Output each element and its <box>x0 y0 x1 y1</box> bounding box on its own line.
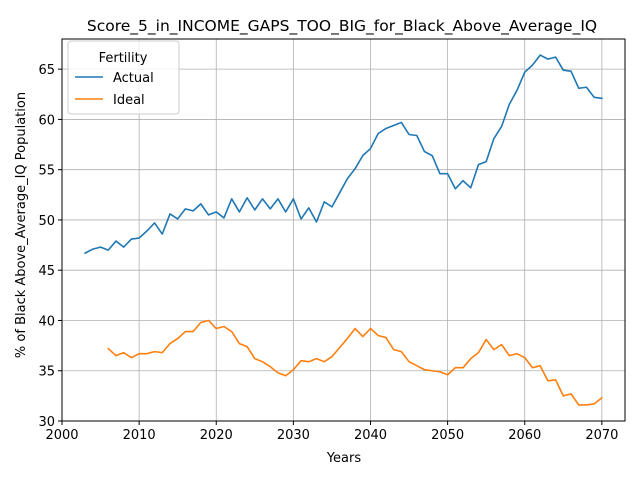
x-tick-label: 2050 <box>431 428 464 443</box>
legend-title: Fertility <box>99 51 148 66</box>
legend-frame <box>67 40 180 115</box>
y-tick-label: 60 <box>38 113 55 128</box>
x-tick-label: 2040 <box>354 428 387 443</box>
axis-ticks: 2000 2010 2020 2030 2040 2050 2060 2070 30 35 40 45… <box>38 63 618 443</box>
series-lines <box>84 54 603 406</box>
legend-label-ideal: Ideal <box>113 93 145 108</box>
y-tick-label: 40 <box>38 314 55 329</box>
series-line-ideal <box>107 319 603 406</box>
y-tick-label: 65 <box>38 63 55 78</box>
legend: Fertility Actual Ideal <box>67 40 180 115</box>
y-tick-label: 55 <box>38 164 55 179</box>
x-tick-label: 2060 <box>508 428 541 443</box>
grid <box>61 39 625 422</box>
x-tick-label: 2020 <box>200 428 233 443</box>
y-tick-label: 45 <box>38 264 55 279</box>
y-tick-label: 50 <box>38 214 55 229</box>
plot-area-frame <box>61 38 626 422</box>
series-line-actual <box>84 54 603 255</box>
y-tick-label: 35 <box>38 365 55 380</box>
x-tick-label: 2000 <box>45 428 78 443</box>
y-tick-label: 30 <box>38 415 55 430</box>
x-tick-label: 2030 <box>277 428 310 443</box>
x-tick-label: 2070 <box>585 428 618 443</box>
y-axis-label: % of Black Above_Average_IQ Population <box>14 92 29 358</box>
chart-title: Score_5_in_INCOME_GAPS_TOO_BIG_for_Black… <box>87 17 597 36</box>
legend-label-actual: Actual <box>113 71 154 86</box>
x-axis-label: Years <box>326 451 362 466</box>
x-tick-label: 2010 <box>123 428 156 443</box>
